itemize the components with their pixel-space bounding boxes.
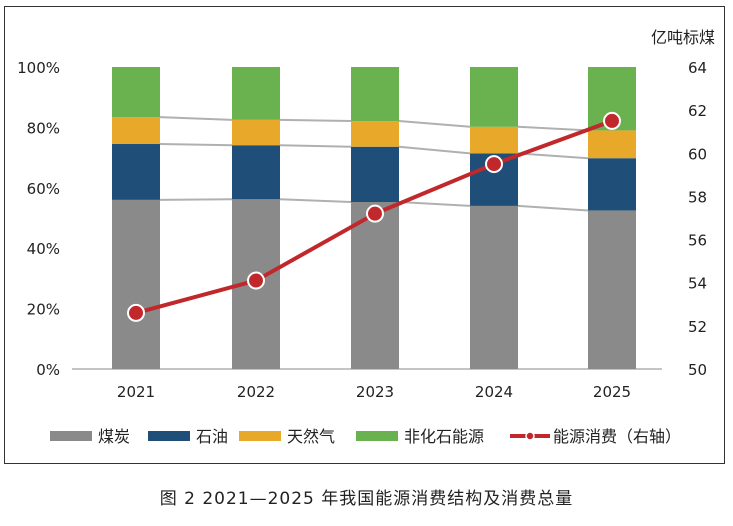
energy-chart: 0% 20% 40% 60% 80% 100% 50 52 54 56 58 60 62 64 亿吨标煤 20… xyxy=(17,28,715,446)
left-tick-label: 20% xyxy=(27,301,60,319)
left-tick-label: 60% xyxy=(27,180,60,198)
left-tick-label: 0% xyxy=(36,361,60,379)
x-tick-label: 2025 xyxy=(593,383,631,401)
x-tick-label: 2021 xyxy=(117,383,155,401)
right-tick-label: 64 xyxy=(688,59,707,77)
bar-nonfossil-2023 xyxy=(351,67,399,122)
bar-nonfossil-2021 xyxy=(112,67,160,118)
connector-line xyxy=(398,120,471,128)
legend-swatch-coal xyxy=(50,431,92,441)
connector-line xyxy=(279,118,352,123)
legend-label-coal: 煤炭 xyxy=(98,427,130,446)
connector-line xyxy=(517,204,589,212)
legend-label-gas: 天然气 xyxy=(287,427,335,446)
bar-coal-2023 xyxy=(351,201,399,369)
right-tick-label: 62 xyxy=(688,102,707,120)
legend-label-line: 能源消费（右轴） xyxy=(553,427,681,446)
bar-gas-2023 xyxy=(351,121,399,147)
x-tick-label: 2022 xyxy=(237,383,275,401)
right-tick-label: 50 xyxy=(688,361,707,379)
legend-swatch-nonfossil xyxy=(356,431,398,441)
consumption-point-2025 xyxy=(603,111,621,130)
consumption-point-2023 xyxy=(366,204,384,223)
x-tick-label: 2024 xyxy=(475,383,513,401)
connector-line xyxy=(159,143,233,147)
bar-nonfossil-2022 xyxy=(232,67,280,120)
bar-gas-2022 xyxy=(232,119,280,146)
bar-oil-2023 xyxy=(351,146,399,202)
left-tick-label: 80% xyxy=(27,119,60,137)
consumption-point-2022 xyxy=(247,271,265,290)
bar-gas-2021 xyxy=(112,117,160,145)
bar-coal-2021 xyxy=(112,199,160,369)
legend-marker-line xyxy=(525,431,535,441)
bar-gas-2024 xyxy=(470,126,518,154)
bar-oil-2021 xyxy=(112,144,160,200)
connector-line xyxy=(279,144,352,148)
connector-line xyxy=(517,125,589,132)
right-tick-label: 52 xyxy=(688,318,707,336)
legend-label-oil: 石油 xyxy=(196,427,228,446)
right-tick-label: 58 xyxy=(688,188,707,206)
left-tick-label: 100% xyxy=(17,59,60,77)
right-tick-label: 54 xyxy=(688,275,707,293)
bar-coal-2024 xyxy=(470,205,518,369)
connector-line xyxy=(517,152,589,160)
connector-line xyxy=(159,198,233,201)
connector-line xyxy=(398,200,471,207)
bar-oil-2025 xyxy=(588,158,636,211)
figure-caption: 图 2 2021—2025 年我国能源消费结构及消费总量 xyxy=(159,489,574,509)
consumption-point-2021 xyxy=(127,303,145,322)
right-tick-label: 56 xyxy=(688,232,707,250)
legend-label-nonfossil: 非化石能源 xyxy=(404,427,484,446)
legend-swatch-gas xyxy=(239,431,281,441)
right-tick-label: 60 xyxy=(688,145,707,163)
x-tick-label: 2023 xyxy=(356,383,394,401)
bar-coal-2025 xyxy=(588,210,636,369)
consumption-point-2024 xyxy=(485,155,503,174)
bar-nonfossil-2024 xyxy=(470,67,518,127)
connector-line xyxy=(279,198,352,203)
legend-swatch-oil xyxy=(148,431,190,441)
left-tick-label: 40% xyxy=(27,240,60,258)
connector-line xyxy=(398,145,471,155)
right-axis-label: 亿吨标煤 xyxy=(651,28,715,47)
bar-oil-2022 xyxy=(232,145,280,200)
bar-gas-2025 xyxy=(588,130,636,159)
connector-line xyxy=(159,116,233,121)
